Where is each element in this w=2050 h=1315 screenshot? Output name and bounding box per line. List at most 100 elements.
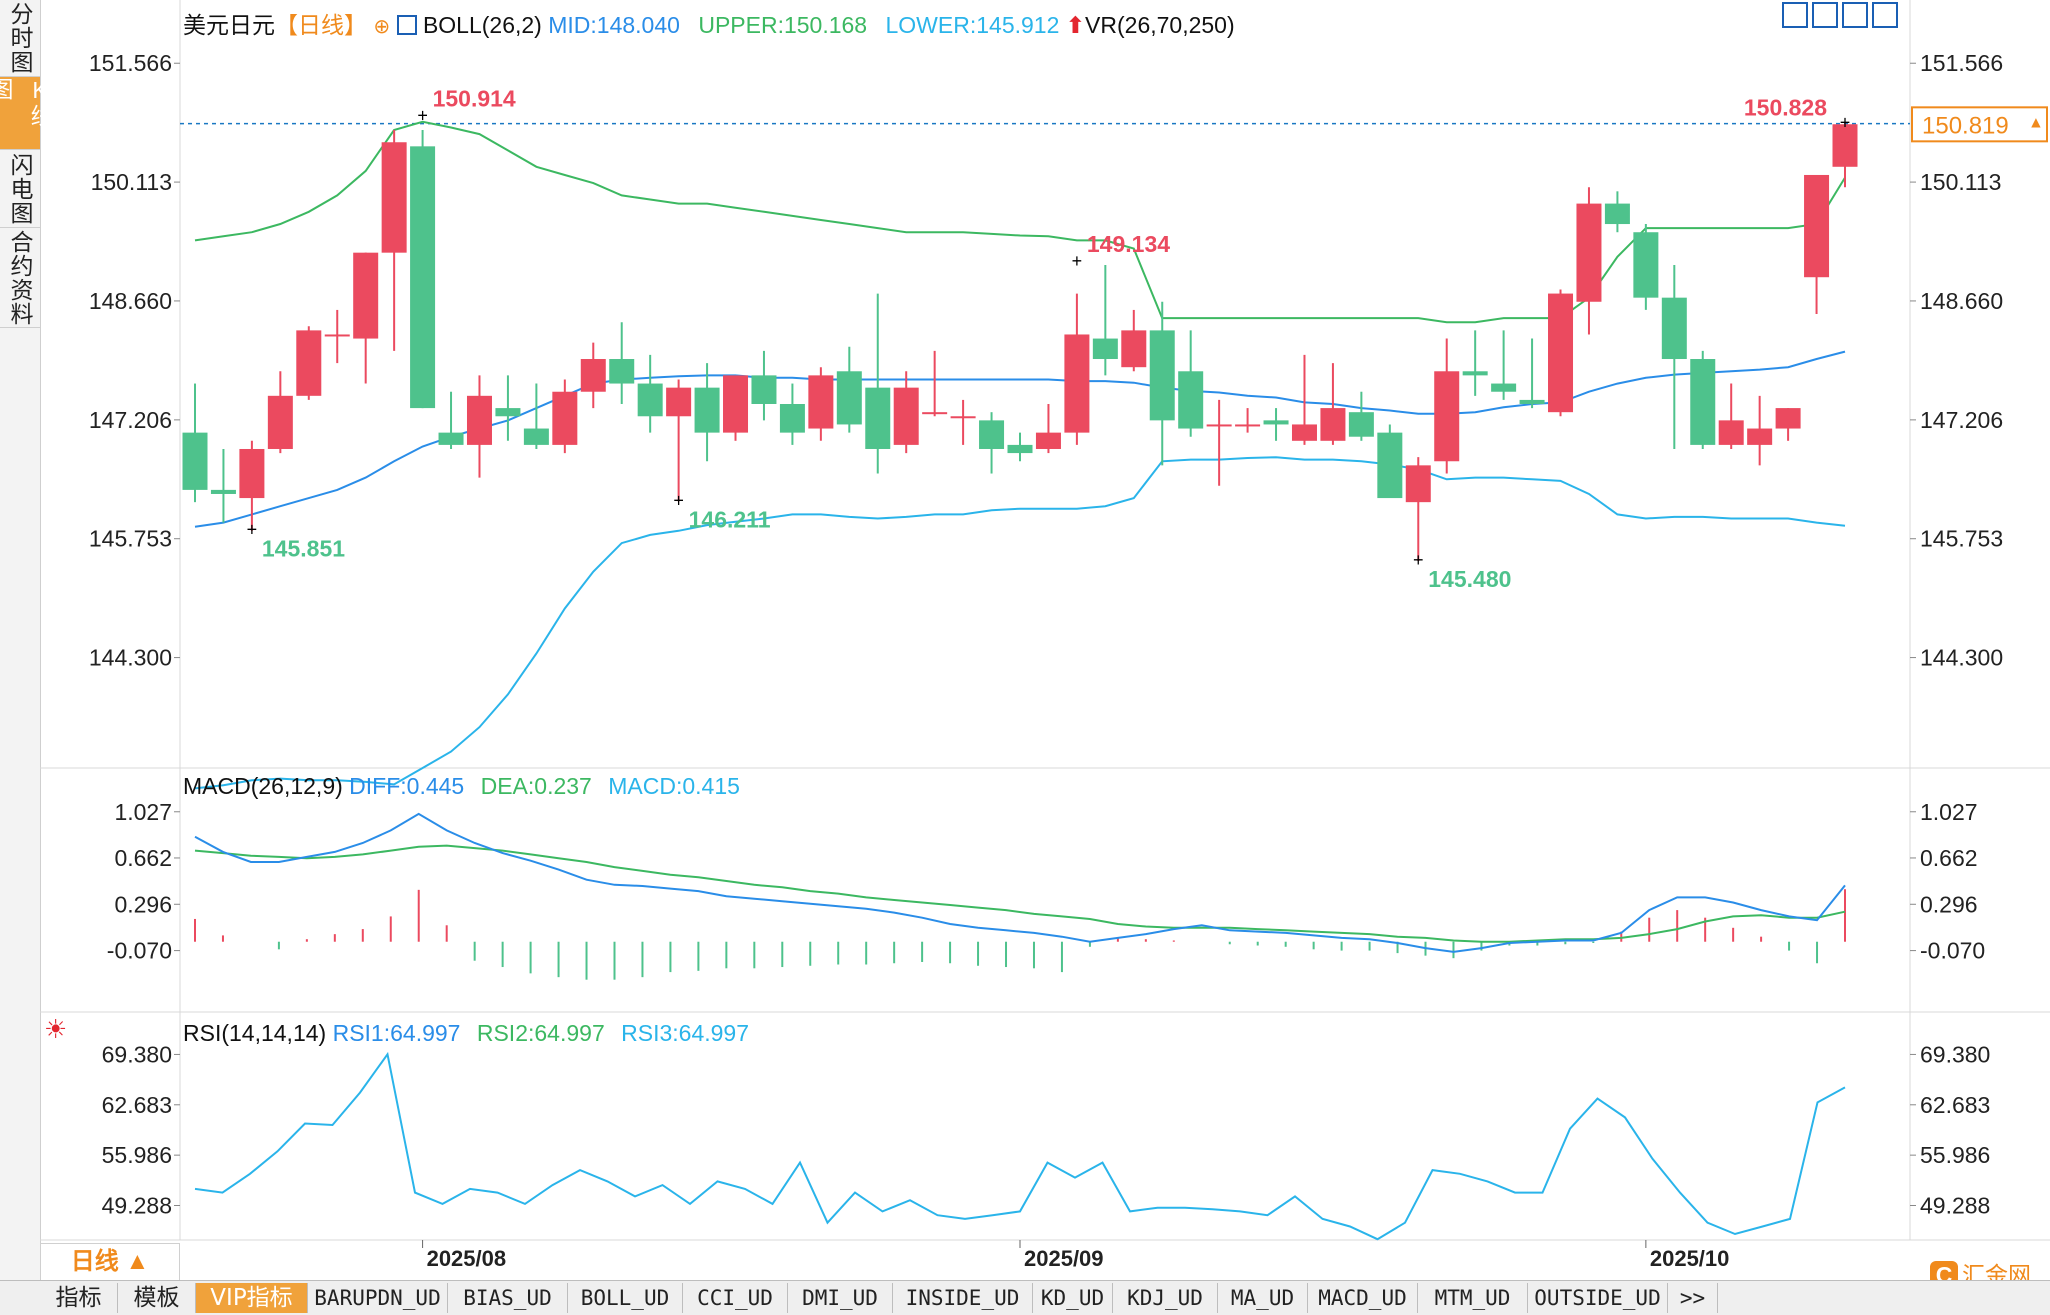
candle-body — [381, 142, 407, 253]
candle-body — [1348, 412, 1374, 437]
indicator-tab[interactable]: MA_UD — [1218, 1283, 1308, 1313]
candle-body — [1121, 330, 1147, 368]
candle-body — [239, 448, 265, 499]
candle-body — [1690, 359, 1716, 445]
candle-body — [1064, 334, 1090, 433]
candle-body — [1206, 424, 1232, 427]
indicator-tab[interactable]: CCI_UD — [683, 1283, 788, 1313]
candle-body — [1007, 444, 1033, 454]
macd-tick-label-left: 0.662 — [114, 845, 172, 871]
candle-body — [353, 252, 379, 339]
indicator-tab[interactable]: KDJ_UD — [1113, 1283, 1218, 1313]
candle-body — [1235, 424, 1261, 427]
price-marker-arrow-icon: ▲ — [2028, 115, 2044, 132]
indicator-tab[interactable]: INSIDE_UD — [893, 1283, 1033, 1313]
candle-body — [466, 395, 492, 445]
extreme-marker: + — [1840, 113, 1851, 133]
period-selector-button[interactable]: 日线 ▲ — [40, 1243, 180, 1281]
candle-body — [1462, 371, 1488, 376]
price-tick-label-left: 145.753 — [89, 526, 172, 552]
candle-body — [808, 375, 834, 429]
current-price-value: 150.819 — [1922, 112, 2009, 139]
candle-body — [1291, 424, 1317, 441]
indicator-tab[interactable]: 模板 — [118, 1283, 196, 1313]
candle-body — [580, 359, 606, 392]
candle-body — [1320, 408, 1346, 441]
chart-line-icon[interactable] — [396, 15, 417, 35]
tab-flash-label: 闪电图 — [7, 152, 33, 225]
extreme-price-label: 150.914 — [433, 86, 516, 112]
candle-body — [296, 330, 322, 396]
macd-tick-label-right: 1.027 — [1920, 799, 1978, 825]
candle-body — [324, 334, 350, 337]
candle-body — [950, 416, 976, 419]
boll-lower-line — [194, 456, 1846, 790]
macd-label[interactable]: MACD(26,12,9) — [183, 773, 343, 799]
extreme-marker: + — [1413, 550, 1424, 570]
tab-kline[interactable]: K线图 — [0, 77, 53, 150]
boll-label[interactable]: BOLL(26,2) — [422, 12, 542, 38]
kline-chart[interactable]: 151.566 151.566 150.113 150.113 148.660 148.6… — [0, 0, 2050, 1280]
indicator-tab[interactable]: MACD_UD — [1308, 1283, 1418, 1313]
indicator-tab[interactable]: 指标 — [40, 1283, 118, 1313]
candle-body — [723, 375, 749, 433]
sun-icon[interactable]: ☀ — [44, 1014, 68, 1044]
macd-dea-line — [194, 844, 1846, 943]
price-tick-label-right: 150.113 — [1920, 169, 2001, 195]
candle-body — [1832, 124, 1858, 167]
period-label[interactable]: 【日线】 — [275, 12, 367, 38]
indicator-tab[interactable]: KD_UD — [1033, 1283, 1113, 1313]
tab-contract-info[interactable]: 合约资料 — [0, 228, 40, 328]
main-header: 美元日元【日线】 ⊕ BOLL(26,2) MID:148.040 UPPER:… — [183, 6, 1235, 40]
candle-body — [1149, 330, 1175, 421]
candle-body — [694, 387, 720, 433]
grid-layout-icon[interactable] — [1812, 2, 1838, 28]
macd-value: MACD:0.415 — [608, 773, 740, 799]
macd-diff: DIFF:0.445 — [349, 773, 465, 799]
indicator-tab[interactable]: >> — [1668, 1283, 1718, 1313]
boll-lower: LOWER:145.912 — [885, 12, 1060, 38]
indicator-tab[interactable]: VIP指标 — [196, 1283, 308, 1313]
indicator-tab[interactable]: BOLL_UD — [568, 1283, 683, 1313]
fullscreen-icon[interactable] — [1872, 2, 1898, 28]
settings-circle-icon[interactable]: ⊕ — [373, 16, 391, 38]
candle-body — [552, 391, 578, 445]
indicator-tab[interactable]: DMI_UD — [788, 1283, 893, 1313]
tab-timeshare[interactable]: 分时图 — [0, 0, 40, 77]
vr-label[interactable]: VR(26,70,250) — [1085, 12, 1235, 38]
candle-body — [410, 146, 436, 409]
indicator-tab[interactable]: OUTSIDE_UD — [1528, 1283, 1668, 1313]
indicator-tab[interactable]: MTM_UD — [1418, 1283, 1528, 1313]
date-tick-label: 2025/10 — [1650, 1246, 1730, 1271]
candle-body — [922, 412, 948, 415]
indicator-tab[interactable]: BARUPDN_UD — [308, 1283, 448, 1313]
price-tick-label-left: 151.566 — [89, 50, 172, 76]
candle-body — [210, 489, 236, 494]
macd-tick-label-left: 0.296 — [114, 891, 172, 917]
symbol-name: 美元日元 — [183, 12, 275, 38]
indicator-tab-bar — [0, 1280, 2050, 1315]
tab-flash[interactable]: 闪电图 — [0, 150, 40, 228]
rsi-tick-label-right: 49.288 — [1920, 1193, 1990, 1219]
boll-mid: MID:148.040 — [548, 12, 680, 38]
rsi1-value: RSI1:64.997 — [332, 1020, 461, 1046]
price-tick-label-left: 150.113 — [91, 169, 172, 195]
rsi-tick-label-left: 62.683 — [102, 1092, 172, 1118]
price-tick-label-right: 147.206 — [1920, 407, 2003, 433]
boll-upper: UPPER:150.168 — [698, 12, 868, 38]
next-icon[interactable] — [1842, 2, 1868, 28]
candle-body — [1804, 174, 1830, 278]
candle-body — [836, 371, 862, 425]
indicator-tab[interactable]: BIAS_UD — [448, 1283, 568, 1313]
crosshair-icon[interactable] — [1782, 2, 1808, 28]
candle-body — [1604, 203, 1630, 225]
candle-body — [666, 387, 692, 417]
rsi-header: RSI(14,14,14) RSI1:64.997 RSI2:64.997 RS… — [183, 1020, 749, 1047]
candle-body — [637, 383, 663, 417]
macd-dea: DEA:0.237 — [480, 773, 592, 799]
price-tick-label-right: 144.300 — [1920, 645, 2003, 671]
current-price-tag — [1911, 106, 2048, 143]
candle-body — [1519, 399, 1545, 404]
rsi-label[interactable]: RSI(14,14,14) — [183, 1020, 327, 1046]
price-tick-label-right: 151.566 — [1920, 50, 2003, 76]
